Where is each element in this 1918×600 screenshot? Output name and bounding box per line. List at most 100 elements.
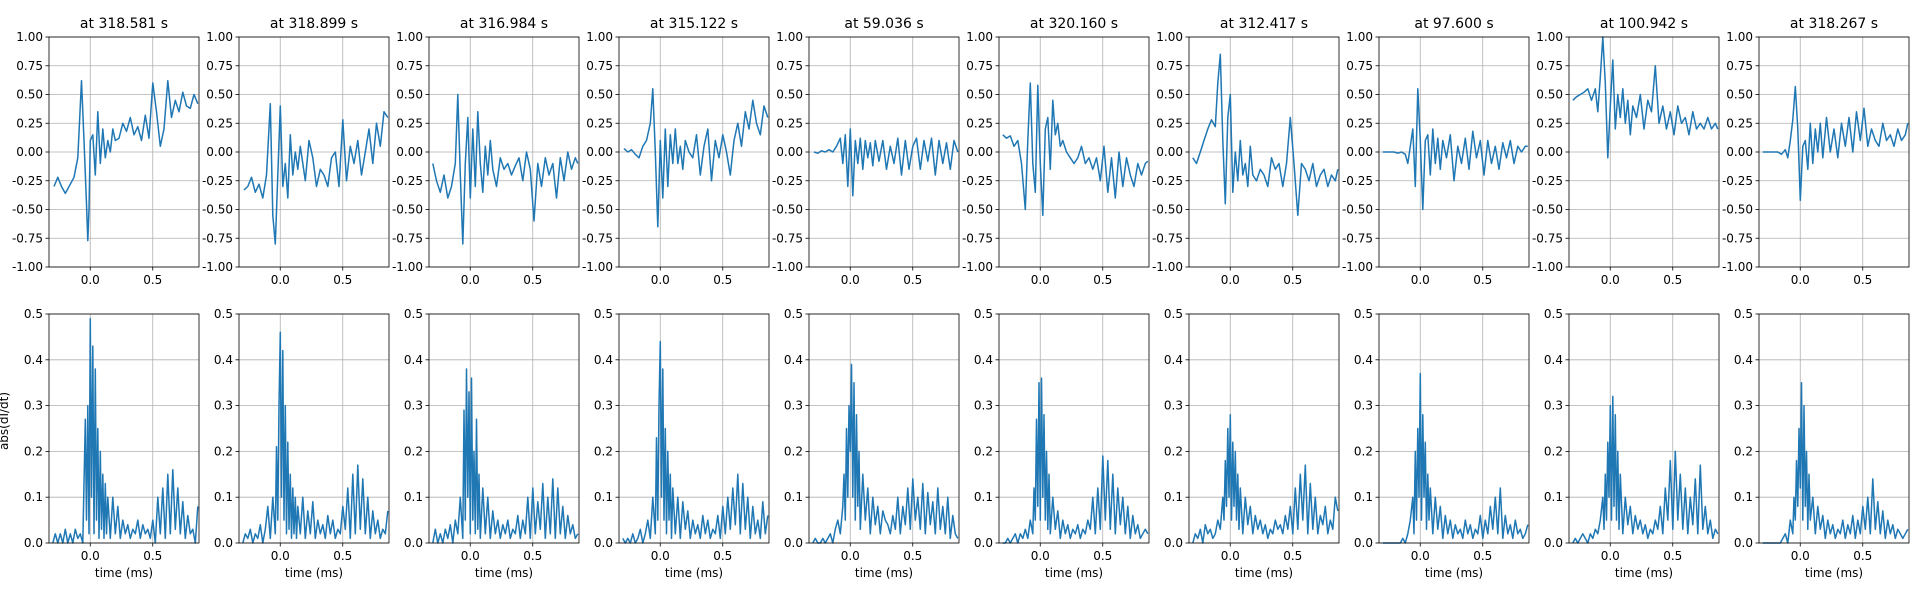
y-tick-label: 0.50 [1536, 88, 1563, 102]
series-line [53, 79, 199, 242]
y-tick-label: 0.50 [1726, 88, 1753, 102]
subplot-derivative-7: 0.0 0.1 0.2 0.3 0.4 0.5 0.0 0.5 time (ms) [1164, 307, 1340, 580]
y-tick-label: 0.4 [974, 353, 993, 367]
y-tick-label: 0.50 [1156, 88, 1183, 102]
subplot-derivative-9: 0.0 0.1 0.2 0.3 0.4 0.5 0.0 0.5 time (ms) [1544, 307, 1720, 580]
y-tick-label: 1.00 [1536, 30, 1563, 44]
x-tick-label: 0.5 [1283, 549, 1302, 563]
y-tick-label: -0.50 [1722, 203, 1753, 217]
y-tick-label: 0.0 [214, 536, 233, 550]
axes-frame [1568, 313, 1720, 544]
x-axis-label: time (ms) [855, 566, 913, 580]
x-tick-label: 0.5 [713, 273, 732, 287]
x-axis-label: time (ms) [285, 566, 343, 580]
x-tick-label: 0.0 [1601, 273, 1620, 287]
series-line [813, 128, 959, 197]
series-line [1572, 395, 1719, 544]
y-tick-label: 1.00 [396, 30, 423, 44]
y-tick-label: 0.5 [1164, 307, 1183, 321]
y-tick-label: 0.5 [784, 307, 803, 321]
subplot-current-1: -1.00 -0.75 -0.50 -0.25 0.00 0.25 0.50 0.75 1.00… [12, 16, 200, 287]
subplot-title: at 318.581 s [80, 16, 168, 32]
y-tick-label: 0.2 [214, 444, 233, 458]
series-line [1382, 88, 1528, 211]
y-tick-label: 0.4 [1734, 353, 1753, 367]
x-tick-label: 0.0 [461, 549, 480, 563]
y-tick-label: -0.50 [1342, 203, 1373, 217]
series-line [1192, 414, 1339, 544]
x-tick-label: 0.0 [1601, 549, 1620, 563]
y-tick-label: 0.25 [586, 116, 613, 130]
axes-frame [808, 313, 960, 544]
x-tick-label: 0.0 [1221, 549, 1240, 563]
y-tick-label: -1.00 [772, 260, 803, 274]
axes-frame [428, 313, 580, 544]
x-tick-label: 0.0 [651, 549, 670, 563]
series-line [1762, 381, 1909, 544]
y-tick-label: 0.50 [586, 88, 613, 102]
y-tick-label: 0.5 [974, 307, 993, 321]
y-tick-label: 0.50 [776, 88, 803, 102]
y-tick-label: -0.25 [1342, 174, 1373, 188]
subplot-title: at 316.984 s [460, 16, 548, 32]
x-axis-label: time (ms) [95, 566, 153, 580]
y-tick-label: 0.1 [214, 490, 233, 504]
y-tick-label: 1.00 [16, 30, 43, 44]
x-tick-label: 0.0 [1221, 273, 1240, 287]
x-tick-label: 0.0 [1411, 549, 1430, 563]
x-tick-label: 0.0 [81, 273, 100, 287]
x-axis-label: time (ms) [475, 566, 533, 580]
y-tick-label: 0.00 [206, 145, 233, 159]
subplot-derivative-3: 0.0 0.1 0.2 0.3 0.4 0.5 0.0 0.5 time (ms) [404, 307, 580, 580]
x-tick-label: 0.5 [1093, 549, 1112, 563]
y-tick-label: 0.50 [396, 88, 423, 102]
y-tick-label: -0.75 [772, 231, 803, 245]
y-tick-label: 0.4 [1164, 353, 1183, 367]
y-tick-label: 0.0 [1544, 536, 1563, 550]
y-tick-label: -0.25 [962, 174, 993, 188]
y-tick-label: -0.75 [1152, 231, 1183, 245]
subplot-derivative-5: 0.0 0.1 0.2 0.3 0.4 0.5 0.0 0.5 time (ms) [784, 307, 960, 580]
y-tick-label: 0.0 [1164, 536, 1183, 550]
y-tick-label: 0.4 [1544, 353, 1563, 367]
subplot-derivative-10: 0.0 0.1 0.2 0.3 0.4 0.5 0.0 0.5 time (ms) [1734, 307, 1910, 580]
series-line [1002, 377, 1149, 544]
series-line [1192, 53, 1339, 217]
y-tick-label: -0.50 [582, 203, 613, 217]
y-tick-label: 0.2 [1544, 444, 1563, 458]
y-tick-label: -1.00 [12, 260, 43, 274]
series-line [1002, 82, 1149, 217]
y-tick-label: -0.75 [1722, 231, 1753, 245]
x-tick-label: 0.5 [1283, 273, 1302, 287]
y-tick-label: 0.0 [1354, 536, 1373, 550]
subplot-title: at 97.600 s [1414, 16, 1493, 32]
y-tick-label: -1.00 [1532, 260, 1563, 274]
y-tick-label: 1.00 [776, 30, 803, 44]
y-tick-label: 0.4 [1354, 353, 1373, 367]
axes-frame [1188, 313, 1340, 544]
x-tick-label: 0.5 [1853, 273, 1872, 287]
subplot-title: at 318.899 s [270, 16, 358, 32]
x-tick-label: 0.5 [523, 549, 542, 563]
y-tick-label: -0.75 [12, 231, 43, 245]
y-tick-label: 0.2 [404, 444, 423, 458]
y-tick-label: 0.00 [776, 145, 803, 159]
y-tick-label: 0.75 [396, 59, 423, 73]
y-tick-label: 0.50 [16, 88, 43, 102]
y-tick-label: 0.3 [214, 399, 233, 413]
series-line [622, 340, 769, 544]
y-tick-label: 0.5 [404, 307, 423, 321]
x-tick-label: 0.5 [1853, 549, 1872, 563]
y-tick-label: 0.3 [1354, 399, 1373, 413]
y-tick-label: 0.25 [966, 116, 993, 130]
x-tick-label: 0.5 [1473, 549, 1492, 563]
x-axis-label: time (ms) [1805, 566, 1863, 580]
y-tick-label: 1.00 [206, 30, 233, 44]
y-tick-label: 0.4 [404, 353, 423, 367]
x-tick-label: 0.0 [841, 273, 860, 287]
y-tick-label: 0.75 [966, 59, 993, 73]
y-tick-label: 0.0 [1734, 536, 1753, 550]
axes-frame [1758, 313, 1910, 544]
subplot-title: at 100.942 s [1600, 16, 1688, 32]
